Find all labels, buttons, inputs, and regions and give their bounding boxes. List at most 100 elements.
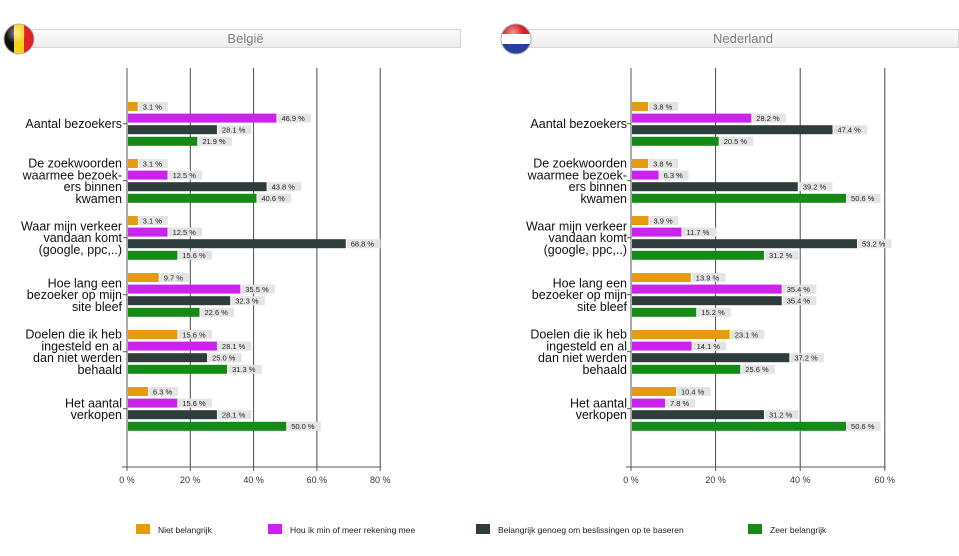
category-label-belgie: kwamen: [75, 192, 122, 206]
bar-niet-belgie: [128, 159, 138, 168]
bar-hou-belgie: [128, 113, 277, 123]
category-label-belgie: Waar mijn verkeer: [21, 219, 122, 233]
bar-zeer-nederland: [632, 193, 847, 203]
x-tick-label-belgie: 60 %: [307, 475, 328, 485]
data-label-bg-belgie: [178, 398, 212, 408]
data-label-bg-nederland: [692, 341, 727, 351]
data-label-bg-belgie: [277, 113, 312, 123]
data-label-nederland: 31.2 %: [769, 251, 793, 260]
bar-niet-belgie: [128, 216, 138, 225]
data-label-nederland: 11.7 %: [686, 228, 709, 237]
data-label-bg-belgie: [217, 341, 252, 351]
data-label-bg-nederland: [730, 330, 765, 339]
category-label-belgie: vandaan komt: [43, 231, 122, 245]
legend-label: Zeer belangrijk: [770, 525, 827, 535]
data-label-belgie: 15.6 %: [182, 251, 206, 260]
data-label-belgie: 28.1 %: [222, 126, 246, 135]
data-label-belgie: 28.1 %: [222, 342, 246, 351]
category-label-belgie: dan niet werden: [33, 351, 122, 365]
bar-hou-nederland: [632, 170, 659, 180]
bar-zeer-nederland: [632, 307, 697, 317]
legend-label: Belangrijk genoeg om beslissingen op te …: [498, 525, 684, 535]
data-label-bg-belgie: [217, 125, 252, 135]
bar-niet-belgie: [128, 387, 148, 396]
data-label-bg-nederland: [847, 193, 881, 203]
x-tick-label-belgie: 0 %: [119, 475, 135, 485]
bar-belangrijk-belgie: [128, 410, 217, 420]
data-label-bg-belgie: [138, 159, 168, 168]
data-label-bg-belgie: [346, 239, 381, 249]
data-label-bg-belgie: [228, 364, 262, 374]
data-label-nederland: 35.4 %: [787, 285, 811, 294]
category-label-nederland: Aantal bezoekers: [530, 117, 627, 131]
data-label-belgie: 3.1 %: [143, 159, 163, 168]
bar-belangrijk-belgie: [128, 353, 208, 363]
data-label-belgie: 50.0 %: [291, 422, 315, 431]
category-label-nederland: waarmee bezoek-: [527, 168, 627, 182]
bar-hou-belgie: [128, 227, 168, 237]
data-label-bg-belgie: [168, 170, 203, 180]
data-label-bg-nederland: [752, 113, 786, 123]
data-label-belgie: 21.9 %: [202, 137, 226, 146]
x-tick-label-belgie: 20 %: [180, 475, 201, 485]
bar-zeer-nederland: [632, 364, 741, 374]
data-label-bg-nederland: [833, 125, 868, 135]
data-label-belgie: 3.1 %: [143, 102, 163, 111]
category-label-nederland: ingesteld en al: [546, 339, 627, 353]
panel-header-nederland: Nederland: [527, 29, 959, 48]
data-label-nederland: 13.9 %: [696, 273, 720, 282]
data-label-bg-nederland: [782, 296, 817, 306]
bar-niet-belgie: [128, 102, 138, 111]
data-label-belgie: 12.5 %: [173, 171, 197, 180]
category-label-nederland: ers binnen: [569, 180, 627, 194]
legend-label: Niet belangrijk: [158, 525, 212, 535]
data-label-nederland: 20.5 %: [724, 137, 748, 146]
data-label-belgie: 68.8 %: [351, 240, 375, 249]
category-label-nederland: behaald: [583, 363, 628, 377]
data-label-belgie: 31.3 %: [232, 365, 256, 374]
category-label-nederland: bezoeker op mijn: [532, 288, 627, 302]
data-label-bg-belgie: [178, 330, 212, 339]
bar-belangrijk-belgie: [128, 182, 267, 192]
x-tick-label-nederland: 0 %: [623, 475, 639, 485]
data-label-nederland: 39.2 %: [803, 183, 827, 192]
data-label-belgie: 15.6 %: [182, 330, 206, 339]
bar-belangrijk-nederland: [632, 410, 764, 420]
data-label-belgie: 35.5 %: [245, 285, 269, 294]
bar-hou-belgie: [128, 398, 178, 408]
bar-belangrijk-belgie: [128, 239, 346, 249]
data-label-bg-nederland: [649, 102, 679, 111]
bar-hou-nederland: [632, 398, 665, 408]
bar-belangrijk-nederland: [632, 353, 790, 363]
category-label-belgie: De zoekwoorden: [28, 157, 122, 171]
bar-hou-nederland: [632, 284, 782, 294]
category-label-belgie: bezoeker op mijn: [27, 288, 122, 302]
bar-belangrijk-nederland: [632, 182, 798, 192]
chart-title-nederland: Nederland: [713, 31, 773, 46]
category-label-belgie: Hoe lang een: [48, 276, 122, 290]
bar-belangrijk-nederland: [632, 296, 782, 306]
category-label-nederland: kwamen: [580, 192, 627, 206]
category-label-nederland: Waar mijn verkeer: [526, 219, 627, 233]
category-label-belgie: waarmee bezoek-: [22, 168, 122, 182]
chart-title-belgie: België: [227, 31, 264, 46]
data-label-nederland: 15.2 %: [701, 308, 725, 317]
data-label-nederland: 37.2 %: [794, 354, 818, 363]
bar-hou-belgie: [128, 341, 217, 351]
category-label-belgie: Het aantal: [65, 396, 122, 410]
data-label-bg-belgie: [159, 273, 189, 282]
category-label-nederland: Doelen die ik heb: [530, 328, 627, 342]
data-label-belgie: 32.3 %: [235, 297, 259, 306]
data-label-nederland: 28.2 %: [756, 114, 780, 123]
x-tick-label-belgie: 80 %: [370, 475, 391, 485]
x-tick-label-nederland: 60 %: [875, 475, 896, 485]
data-label-bg-belgie: [178, 250, 212, 260]
data-label-nederland: 50.6 %: [851, 422, 875, 431]
category-label-nederland: Hoe lang een: [553, 276, 627, 290]
bar-belangrijk-nederland: [632, 239, 858, 249]
data-label-belgie: 40.6 %: [261, 194, 285, 203]
data-label-nederland: 47.4 %: [838, 126, 862, 135]
data-label-bg-belgie: [217, 410, 252, 420]
category-label-belgie: Doelen die ik heb: [25, 328, 122, 342]
